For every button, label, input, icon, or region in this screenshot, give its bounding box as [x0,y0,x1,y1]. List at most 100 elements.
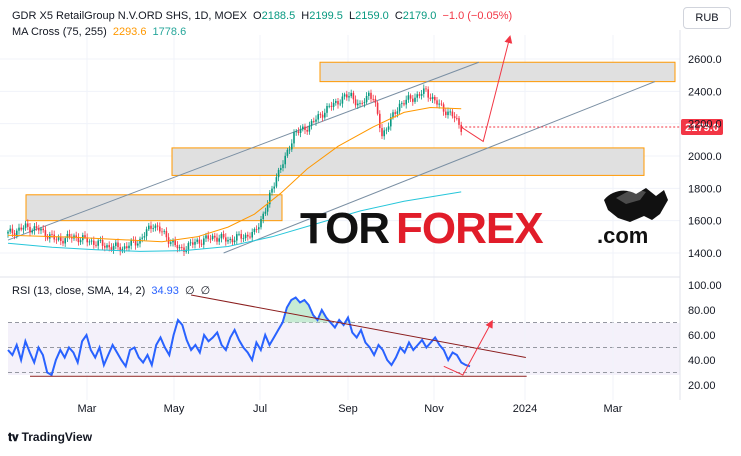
candle-body [284,155,286,165]
candle-body [170,242,172,244]
ohlc-header: GDR X5 RetailGroup N.V.ORD SHS, 1D, MOEX… [12,10,515,22]
candle-body [38,228,40,231]
candle-body [35,226,38,229]
price-zone [25,194,283,222]
candle-body [205,235,207,239]
candle-body [108,245,110,248]
candle-body [315,119,317,122]
candle-body [79,240,82,243]
candle-body [238,233,240,235]
candle-body [90,240,93,242]
candle-body [110,247,113,250]
candle-body [423,88,425,94]
candle-body [60,237,62,241]
candle-body [453,116,456,119]
candle-body [271,188,273,193]
candle-body [141,237,143,239]
candle-body [84,235,86,238]
candle-body [286,149,289,156]
time-tick-label: Nov [424,403,444,415]
price-forecast-arrow [460,35,513,143]
candle-body [381,128,383,137]
price-tick-label: 2200.0 [688,119,722,131]
rsi-na-2: ∅ [200,285,211,297]
price-tick-label: 1600.0 [688,216,722,228]
candle-body [194,241,196,245]
candle-body [71,237,73,239]
candle-body [7,231,9,234]
ma-line [7,106,462,243]
candle-body [181,247,183,248]
candle-body [225,237,227,242]
ma-header[interactable]: MA Cross (75, 255) 2293.6 1778.6 [12,26,189,38]
candle-body [357,103,359,106]
candle-body [403,103,405,105]
candle-body [262,213,264,220]
candle-body [143,236,146,238]
candle-body [218,238,220,242]
time-tick-label: Sep [338,403,358,415]
candle-body [420,93,423,96]
candle-body [244,234,247,239]
candle-body [434,96,436,101]
candle-body [13,233,16,236]
candle-body [324,112,326,118]
tradingview-logo[interactable]: 𝐭𝐯 TradingView [8,430,92,445]
candle-body [321,114,324,118]
candle-body [451,111,454,117]
rsi-label: RSI (13, close, SMA, 14, 2) [12,285,146,297]
candle-body [361,102,363,104]
candle-body [154,225,157,229]
candle-body [231,238,234,243]
candle-body [44,230,47,237]
last-price-badge [681,119,723,136]
time-tick-label: 2024 [513,403,537,415]
rsi-band [8,323,680,375]
candle-body [383,130,385,137]
candle-body [95,244,97,246]
currency-button[interactable]: RUB [683,7,731,29]
candle-body [412,98,414,102]
candle-body [264,211,267,214]
candle-body [233,240,236,243]
candle-body [385,129,388,131]
candle-body [288,149,291,151]
candle-body [62,240,64,244]
candle-body [24,223,27,228]
candle-body [370,92,372,99]
high-label: H [301,10,310,22]
time-tick-label: Mar [78,403,97,415]
candle-body [97,240,99,246]
candle-body [359,102,361,104]
candlesticks [7,84,462,256]
candle-body [88,241,91,243]
candle-body [341,96,344,104]
channel-line [7,61,479,241]
candle-body [152,228,154,229]
candle-body [211,235,214,240]
candle-body [148,225,150,230]
trend-channel [7,61,655,254]
candle-body [299,129,302,133]
tradingview-icon: 𝐭𝐯 [8,430,19,444]
candle-body [77,237,80,243]
candle-body [42,228,44,231]
candle-body [332,102,335,107]
candle-body [409,95,412,99]
candle-body [407,95,410,100]
candle-body [27,223,29,227]
change-value: −1.0 (−0.05%) [442,10,513,22]
close-label: C [394,10,403,22]
candle-body [460,124,462,132]
candle-body [335,101,337,103]
candle-body [159,226,161,232]
channel-line [223,81,655,254]
rsi-trend-line [190,294,526,358]
candle-body [348,96,350,98]
rsi-header[interactable]: RSI (13, close, SMA, 14, 2) 34.93 ∅ ∅ [12,284,213,297]
rsi-tick-label: 60.00 [688,330,716,342]
candle-body [275,177,278,187]
candle-body [330,105,333,107]
price-zone [319,61,676,83]
candle-body [207,235,209,239]
